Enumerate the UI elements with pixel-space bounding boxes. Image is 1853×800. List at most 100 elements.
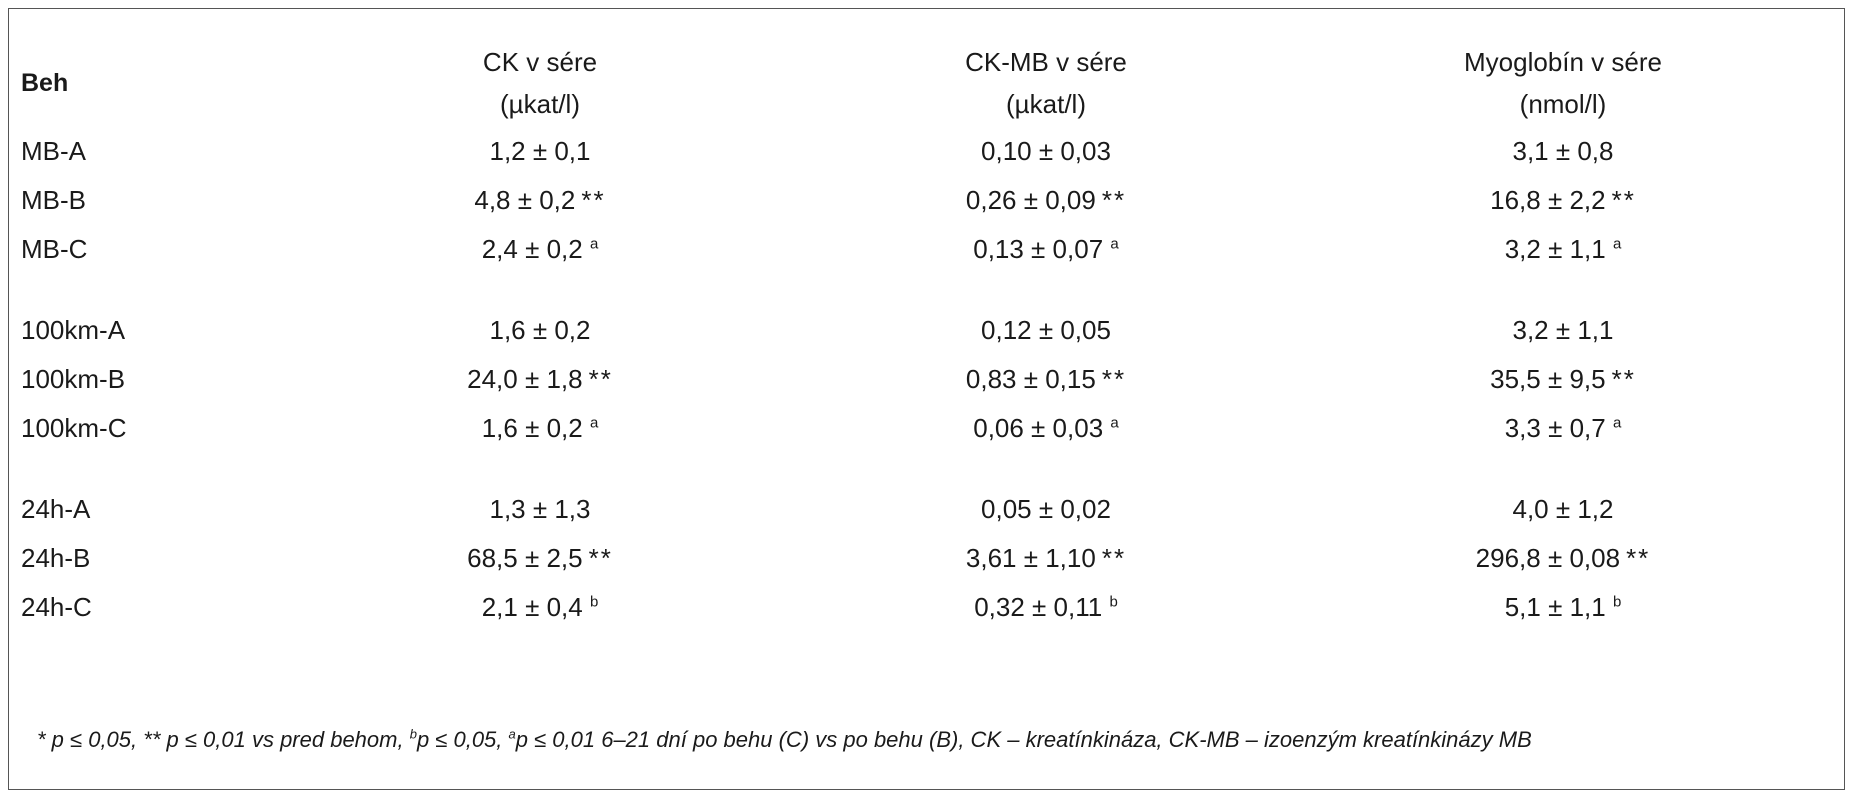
row-label: 24h-C (21, 592, 92, 622)
ck-mb-cell: 0,05 ± 0,02 (787, 485, 1305, 534)
row-label: MB-B (21, 185, 86, 215)
cell-value: 3,2 ± 1,1 (1504, 234, 1606, 264)
cell-value: 24,0 ± 1,8 (467, 364, 583, 394)
ck-mb-cell: 0,06 ± 0,03 a (787, 404, 1305, 453)
table-row: 100km-B 24,0 ± 1,8 ** 0,83 ± 0,15 ** 35,5 ± 9… (21, 355, 1821, 404)
table-frame: Beh CK v sére (µkat/l) CK-MB v sére (µka… (8, 8, 1845, 790)
ck-cell: 68,5 ± 2,5 ** (293, 534, 787, 583)
table-row: MB-C 2,4 ± 0,2 a 0,13 ± 0,07 a 3,2 ± 1,1 a (21, 225, 1821, 274)
table-row: 24h-A 1,3 ± 1,3 0,05 ± 0,02 4,0 ± 1,2 (21, 485, 1821, 534)
significance-mark: ** (581, 185, 606, 215)
cell-value: 2,1 ± 0,4 (481, 592, 583, 622)
row-label: 100km-B (21, 364, 126, 394)
significance-superscript: a (589, 235, 599, 253)
table-row: MB-B 4,8 ± 0,2 ** 0,26 ± 0,09 ** 16,8 ± 2,2 ** (21, 176, 1821, 225)
cell-value: 0,83 ± 0,15 (965, 364, 1096, 394)
ck-mb-cell: 0,32 ± 0,11 b (787, 583, 1305, 632)
significance-superscript: b (1612, 593, 1622, 611)
header-row: Beh CK v sére (µkat/l) CK-MB v sére (µka… (21, 41, 1821, 127)
cell-value: 5,1 ± 1,1 (1504, 592, 1606, 622)
ck-mb-cell: 0,83 ± 0,15 ** (787, 355, 1305, 404)
header-myoglobin: Myoglobín v sére (nmol/l) (1464, 47, 1662, 119)
cell-value: 0,05 ± 0,02 (981, 494, 1111, 524)
header-ck-mb: CK-MB v sére (µkat/l) (965, 47, 1127, 119)
myoglobin-cell: 3,2 ± 1,1 a (1305, 225, 1821, 274)
significance-superscript: a (589, 414, 599, 432)
myoglobin-cell: 5,1 ± 1,1 b (1305, 583, 1821, 632)
cell-value: 68,5 ± 2,5 (467, 543, 583, 573)
ck-cell: 2,1 ± 0,4 b (293, 583, 787, 632)
results-table: Beh CK v sére (µkat/l) CK-MB v sére (µka… (21, 41, 1821, 632)
cell-value: 3,2 ± 1,1 (1512, 315, 1614, 345)
group-spacer (21, 453, 1821, 485)
ck-cell: 24,0 ± 1,8 ** (293, 355, 787, 404)
group-spacer (21, 274, 1821, 306)
cell-value: 1,2 ± 0,1 (489, 136, 591, 166)
footnote: * p ≤ 0,05, ** p ≤ 0,01 vs pred behom, b… (37, 726, 1532, 752)
significance-mark: ** (588, 543, 613, 573)
cell-value: 35,5 ± 9,5 (1490, 364, 1606, 394)
cell-value: 1,6 ± 0,2 (481, 413, 583, 443)
significance-superscript: a (1612, 414, 1622, 432)
myoglobin-cell: 296,8 ± 0,08 ** (1305, 534, 1821, 583)
significance-superscript: a (1110, 414, 1119, 432)
row-label: MB-A (21, 136, 86, 166)
row-label: 24h-A (21, 494, 91, 524)
cell-value: 3,3 ± 0,7 (1504, 413, 1606, 443)
ck-mb-cell: 3,61 ± 1,10 ** (787, 534, 1305, 583)
ck-mb-cell: 0,12 ± 0,05 (787, 306, 1305, 355)
table-row: 100km-C 1,6 ± 0,2 a 0,06 ± 0,03 a 3,3 ± 0,7… (21, 404, 1821, 453)
cell-value: 1,3 ± 1,3 (489, 494, 591, 524)
cell-value: 296,8 ± 0,08 (1475, 543, 1621, 573)
significance-mark: ** (1611, 185, 1636, 215)
row-label: 24h-B (21, 543, 91, 573)
table-row: 24h-B 68,5 ± 2,5 ** 3,61 ± 1,10 ** 296,8 ± 0,… (21, 534, 1821, 583)
ck-cell: 4,8 ± 0,2 ** (293, 176, 787, 225)
cell-value: 0,32 ± 0,11 (974, 592, 1103, 622)
table-header: Beh CK v sére (µkat/l) CK-MB v sére (µka… (21, 41, 1821, 127)
significance-mark: ** (588, 364, 613, 394)
table-row: MB-A 1,2 ± 0,1 0,10 ± 0,03 3,1 ± 0,8 (21, 127, 1821, 176)
myoglobin-cell: 35,5 ± 9,5 ** (1305, 355, 1821, 404)
cell-value: 4,0 ± 1,2 (1512, 494, 1614, 524)
ck-cell: 2,4 ± 0,2 a (293, 225, 787, 274)
significance-mark: ** (1101, 185, 1127, 215)
significance-mark: ** (1101, 543, 1127, 573)
cell-value: 4,8 ± 0,2 (474, 185, 576, 215)
header-beh: Beh (21, 69, 69, 97)
cell-value: 1,6 ± 0,2 (489, 315, 591, 345)
significance-superscript: a (1612, 235, 1622, 253)
significance-superscript: b (1109, 593, 1118, 611)
cell-value: 2,4 ± 0,2 (481, 234, 583, 264)
cell-value: 0,10 ± 0,03 (981, 136, 1111, 166)
ck-mb-cell: 0,13 ± 0,07 a (787, 225, 1305, 274)
significance-mark: ** (1101, 364, 1127, 394)
myoglobin-cell: 3,3 ± 0,7 a (1305, 404, 1821, 453)
cell-value: 0,06 ± 0,03 (973, 413, 1104, 443)
row-label: 100km-A (21, 315, 126, 345)
table-body: MB-A 1,2 ± 0,1 0,10 ± 0,03 3,1 ± 0,8 MB-B 4,8… (21, 127, 1821, 632)
myoglobin-cell: 4,0 ± 1,2 (1305, 485, 1821, 534)
cell-value: 3,1 ± 0,8 (1512, 136, 1614, 166)
ck-mb-cell: 0,26 ± 0,09 ** (787, 176, 1305, 225)
significance-mark: ** (1611, 364, 1636, 394)
myoglobin-cell: 16,8 ± 2,2 ** (1305, 176, 1821, 225)
row-label: MB-C (21, 234, 88, 264)
ck-cell: 1,3 ± 1,3 (293, 485, 787, 534)
cell-value: 16,8 ± 2,2 (1490, 185, 1606, 215)
significance-mark: ** (1626, 543, 1651, 573)
ck-mb-cell: 0,10 ± 0,03 (787, 127, 1305, 176)
row-label: 100km-C (21, 413, 127, 443)
cell-value: 0,13 ± 0,07 (973, 234, 1104, 264)
significance-superscript: b (589, 593, 599, 611)
table-row: 100km-A 1,6 ± 0,2 0,12 ± 0,05 3,2 ± 1,1 (21, 306, 1821, 355)
myoglobin-cell: 3,2 ± 1,1 (1305, 306, 1821, 355)
myoglobin-cell: 3,1 ± 0,8 (1305, 127, 1821, 176)
cell-value: 3,61 ± 1,10 (965, 543, 1096, 573)
spacer-cell (21, 453, 1821, 485)
significance-superscript: a (1110, 235, 1119, 253)
ck-cell: 1,6 ± 0,2 (293, 306, 787, 355)
table-row: 24h-C 2,1 ± 0,4 b 0,32 ± 0,11 b 5,1 ± 1,1 b (21, 583, 1821, 632)
cell-value: 0,26 ± 0,09 (965, 185, 1096, 215)
ck-cell: 1,2 ± 0,1 (293, 127, 787, 176)
